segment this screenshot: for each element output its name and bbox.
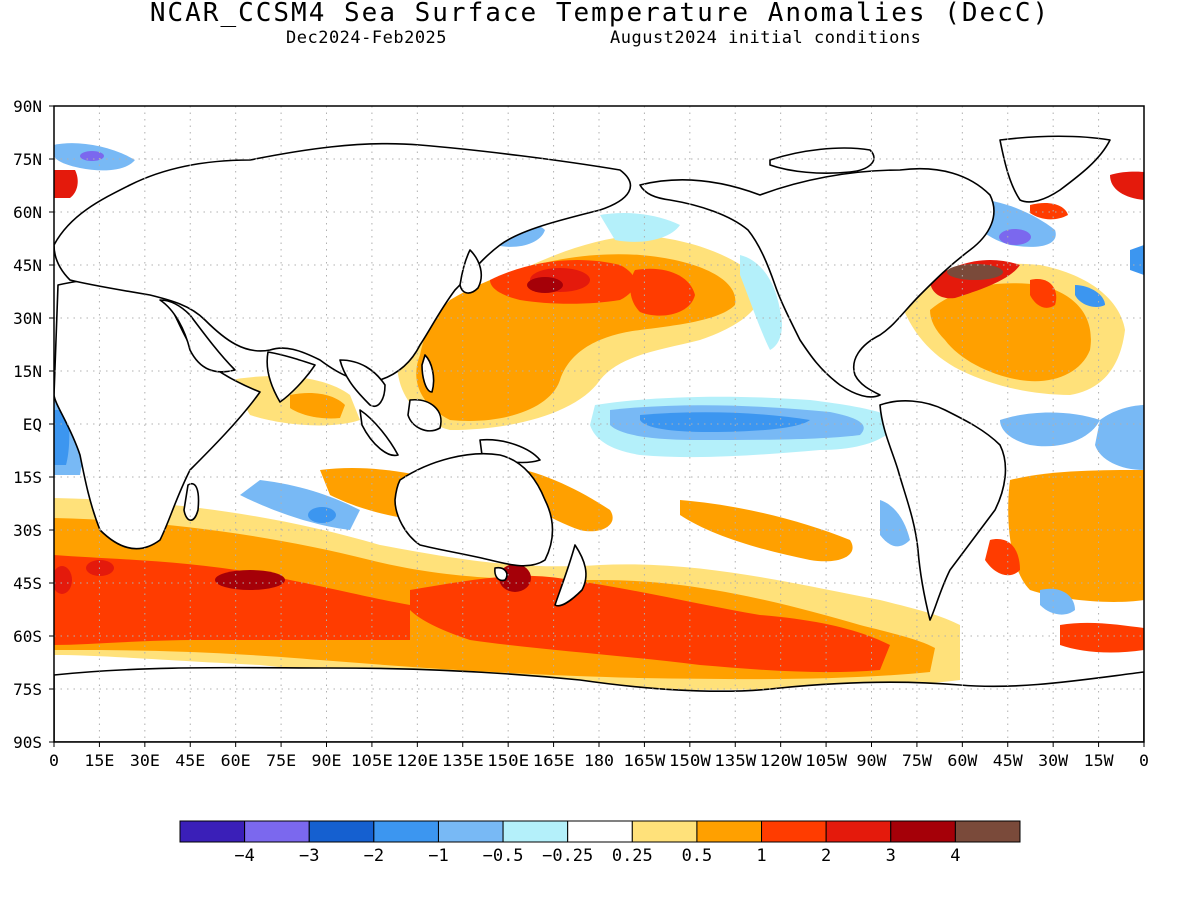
lon-tick-label: 150E [487, 751, 529, 770]
colorbar-swatch [631, 820, 698, 843]
tasmania-outline [494, 566, 508, 582]
lon-tick-label: 120E [396, 751, 438, 770]
anomaly-field [54, 106, 1144, 742]
lon-tick-label: 0 [1139, 751, 1149, 770]
colorbar-label: −3 [299, 846, 319, 866]
initial-conditions: August2024 initial conditions [610, 28, 922, 48]
colorbar-swatch [179, 820, 246, 843]
lat-tick-label: 60N [13, 203, 42, 222]
colorbar-swatch [437, 820, 504, 843]
lat-tick-label: 15S [13, 468, 42, 487]
lon-tick-label: 165E [533, 751, 575, 770]
lon-tick-label: 150W [669, 751, 711, 770]
lon-tick-label: 75W [902, 751, 932, 770]
map-title: NCAR_CCSM4 Sea Surface Temperature Anoma… [149, 0, 1051, 28]
colorbar-label: 2 [821, 846, 831, 866]
lat-tick-label: 30S [13, 521, 42, 540]
lon-tick-label: 135E [442, 751, 484, 770]
lon-tick-label: 120W [760, 751, 802, 770]
japan-outline [459, 249, 482, 294]
colorbar-swatch [761, 820, 827, 843]
lat-tick-label: 90N [13, 97, 42, 116]
borneo-outline [407, 399, 442, 432]
colorbar-label: 0.5 [682, 846, 713, 866]
colorbar-label: −0.25 [542, 846, 593, 866]
lon-tick-label: 105E [351, 751, 393, 770]
colorbar-swatch [308, 820, 375, 843]
lat-tick-label: EQ [23, 415, 42, 434]
colorbar-label: −1 [428, 846, 448, 866]
atlantic-anomalies [900, 171, 1144, 615]
southern-ocean-warm-belt [54, 498, 1144, 690]
lon-tick-label: 45W [993, 751, 1023, 770]
lon-tick-label: 135W [714, 751, 756, 770]
colorbar-label: −0.5 [483, 846, 524, 866]
longitude-axis: 0 15E 30E 45E 60E 75E 90E 105E 120E 135E 150E 165E 1… [49, 742, 1149, 770]
lon-tick-label: 180 [584, 751, 614, 770]
lon-tick-label: 15E [84, 751, 114, 770]
lon-tick-label: 90E [312, 751, 342, 770]
lat-tick-label: 75S [13, 680, 42, 699]
lon-tick-label: 165W [623, 751, 665, 770]
colorbar-swatch [890, 820, 956, 843]
lat-tick-label: 60S [13, 627, 42, 646]
sumatra-outline [359, 409, 399, 457]
colorbar-label: 4 [950, 846, 960, 866]
lon-tick-label: 60W [947, 751, 977, 770]
colorbar-swatch [244, 820, 310, 843]
lon-tick-label: 60E [221, 751, 251, 770]
lon-tick-label: 0 [49, 751, 59, 770]
forecast-period: Dec2024-Feb2025 [286, 28, 448, 48]
lon-tick-label: 30W [1038, 751, 1068, 770]
lat-tick-label: 45N [13, 256, 42, 275]
colorbar-swatch [954, 820, 1021, 843]
north-pacific-anomalies [397, 213, 782, 430]
lat-tick-label: 90S [13, 733, 42, 752]
lon-tick-label: 90W [857, 751, 887, 770]
lat-tick-label: 30N [13, 309, 42, 328]
colorbar-label: 1 [756, 846, 766, 866]
arctic-islands-outline [769, 147, 875, 174]
philippines-outline [421, 354, 435, 393]
india-outline [266, 351, 316, 403]
lon-tick-label: 30E [130, 751, 160, 770]
colorbar-swatch [567, 820, 633, 843]
colorbar: −4 −3 −2 −1 −0.5 −0.25 0.25 0.5 1 2 3 4 [179, 820, 1021, 866]
colorbar-swatch [373, 820, 439, 843]
latitude-axis: 90N 75N 60N 45N 30N 15N EQ 15S 30S 45S 60S 75S 90S [13, 97, 54, 752]
lon-tick-label: 105W [805, 751, 847, 770]
new-zealand-outline [554, 544, 587, 607]
colorbar-swatch [502, 820, 569, 843]
colorbar-label: −2 [364, 846, 384, 866]
north-america-outline [639, 167, 995, 398]
indochina-outline [339, 359, 386, 407]
lat-tick-label: 75N [13, 150, 42, 169]
lat-tick-label: 15N [13, 362, 42, 381]
australia-outline [394, 452, 554, 567]
greenland-outline [999, 135, 1111, 203]
colorbar-label: 0.25 [612, 846, 653, 866]
lon-tick-label: 45E [175, 751, 205, 770]
lon-tick-label: 15W [1084, 751, 1114, 770]
colorbar-swatch [825, 820, 892, 843]
madagascar-outline [183, 483, 200, 521]
colorbar-swatch [696, 820, 763, 843]
lon-tick-label: 75E [266, 751, 296, 770]
lat-tick-label: 45S [13, 574, 42, 593]
colorbar-label: 3 [886, 846, 896, 866]
colorbar-label: −4 [234, 846, 254, 866]
